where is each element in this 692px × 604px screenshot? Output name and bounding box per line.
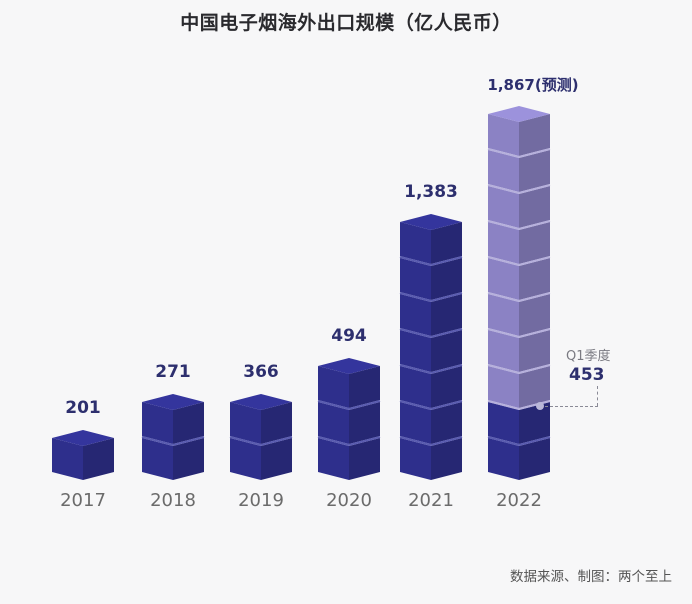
cube-icon [487, 366, 551, 411]
cube-icon [399, 214, 463, 267]
cube-icon [230, 438, 292, 480]
chart-title: 中国电子烟海外出口规模（亿人民币） [180, 12, 512, 34]
x-axis-label-2020: 2020 [326, 490, 372, 511]
bar-2020 [317, 358, 381, 482]
cube-icon [317, 402, 381, 447]
cube-icon [399, 258, 463, 303]
q1-marker-dot [536, 402, 544, 410]
source-note: 数据来源、制图：两个至上 [510, 569, 672, 585]
value-label-2019: 366 [243, 362, 279, 382]
x-axis-label-2017: 2017 [60, 490, 106, 511]
cube-icon [141, 394, 205, 447]
x-axis-label-2021: 2021 [408, 490, 454, 511]
cube-icon [229, 394, 293, 447]
bar-2022 [487, 106, 551, 482]
q1-annotation-value: 453 [569, 365, 605, 385]
cube-icon [487, 402, 551, 447]
cube-icon [317, 358, 381, 411]
bar-2019 [229, 394, 293, 482]
value-label-2022: 1,867(预测) [487, 76, 579, 94]
q1-leader-line [540, 406, 598, 407]
value-label-2017: 201 [65, 398, 101, 418]
cube-icon [318, 438, 380, 480]
cube-icon [400, 438, 462, 480]
q1-leader-line-vertical [597, 386, 598, 406]
x-axis-label-2019: 2019 [238, 490, 284, 511]
cube-icon [488, 438, 550, 480]
value-label-2021: 1,383 [404, 182, 458, 202]
cube-icon [487, 222, 551, 267]
cube-icon [399, 330, 463, 375]
bar-2018 [141, 394, 205, 482]
cube-icon [399, 402, 463, 447]
value-label-2018: 271 [155, 362, 191, 382]
value-label-2020: 494 [331, 326, 367, 346]
bar-2021 [399, 214, 463, 482]
cube-icon [487, 330, 551, 375]
x-axis-label-2022: 2022 [496, 490, 542, 511]
cube-icon [487, 186, 551, 231]
q1-annotation-label: Q1季度 [566, 349, 611, 364]
cube-icon [487, 106, 551, 159]
cube-icon [399, 366, 463, 411]
cube-icon [487, 150, 551, 195]
cube-icon [487, 294, 551, 339]
cube-icon [487, 258, 551, 303]
x-axis-label-2018: 2018 [150, 490, 196, 511]
cube-icon [52, 430, 114, 480]
bar-2017 [52, 430, 114, 482]
cube-icon [142, 438, 204, 480]
cube-icon [399, 294, 463, 339]
